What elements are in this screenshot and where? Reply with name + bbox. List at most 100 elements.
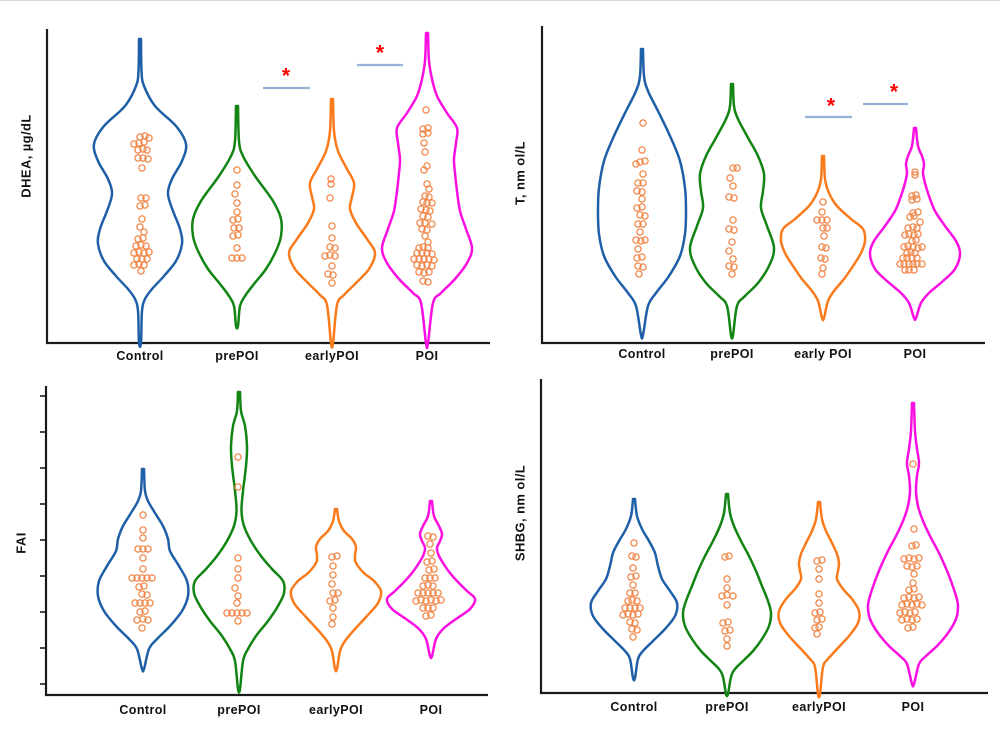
data-point [234, 565, 242, 573]
data-point [419, 212, 427, 220]
data-point [329, 604, 337, 612]
data-point [140, 138, 148, 146]
data-point [719, 619, 727, 627]
data-point [636, 211, 644, 219]
data-point [905, 266, 913, 274]
data-point [728, 270, 736, 278]
data-point [429, 582, 437, 590]
data-point [234, 453, 242, 461]
data-point [329, 613, 337, 621]
data-point [421, 148, 429, 156]
data-point [234, 554, 242, 562]
data-point [427, 549, 435, 557]
data-point [817, 254, 825, 262]
data-point [633, 187, 641, 195]
data-point [144, 616, 152, 624]
data-point [906, 609, 914, 617]
data-point [725, 225, 733, 233]
data-point [634, 220, 642, 228]
data-point [419, 604, 427, 612]
violin-outline-prepoi [688, 82, 776, 340]
data-point [723, 575, 731, 583]
data-point [137, 194, 145, 202]
data-point [904, 624, 912, 632]
data-point [138, 624, 146, 632]
data-point [419, 582, 427, 590]
data-point [424, 124, 432, 132]
data-point [723, 642, 731, 650]
data-point [321, 252, 329, 260]
data-point [139, 511, 147, 519]
data-point [628, 596, 636, 604]
data-point [909, 579, 917, 587]
data-point [639, 179, 647, 187]
data-point [905, 593, 913, 601]
data-point [905, 230, 913, 238]
data-point [913, 195, 921, 203]
data-point [419, 589, 427, 597]
data-point [903, 600, 911, 608]
data-point [425, 185, 433, 193]
data-point [634, 245, 642, 253]
data-point [639, 263, 647, 271]
data-point [733, 164, 741, 172]
data-point [624, 610, 632, 618]
data-point [639, 170, 647, 178]
data-point [146, 599, 154, 607]
data-point [143, 146, 151, 154]
data-point [641, 157, 649, 165]
data-point [432, 597, 440, 605]
violin-outline-control [589, 497, 679, 682]
data-point [632, 553, 640, 561]
data-point [903, 249, 911, 257]
data-point [328, 262, 336, 270]
data-point [139, 545, 147, 553]
data-point [136, 599, 144, 607]
data-point [624, 597, 632, 605]
data-point [901, 608, 909, 616]
data-point [231, 190, 239, 198]
data-point [811, 609, 819, 617]
data-point [144, 155, 152, 163]
data-point [138, 164, 146, 172]
data-point [233, 599, 241, 607]
data-point [725, 247, 733, 255]
data-point [327, 175, 335, 183]
data-point [819, 264, 827, 272]
data-point [329, 271, 337, 279]
data-point [142, 242, 150, 250]
data-point [431, 574, 439, 582]
violin-outline-earlypoi [287, 97, 377, 349]
data-point [813, 616, 821, 624]
data-point [145, 134, 153, 142]
data-point [903, 615, 911, 623]
data-point [911, 168, 919, 176]
data-point [815, 623, 823, 631]
data-point [135, 139, 143, 147]
data-point [901, 266, 909, 274]
data-point [238, 254, 246, 262]
data-point [728, 238, 736, 246]
data-point [139, 554, 147, 562]
violin-outline-poi [868, 126, 962, 322]
data-point [328, 234, 336, 242]
data-point [721, 553, 729, 561]
data-point [822, 244, 830, 252]
data-point [628, 625, 636, 633]
data-point [133, 616, 141, 624]
data-point [420, 139, 428, 147]
data-point [423, 199, 431, 207]
data-point [633, 254, 641, 262]
data-point [421, 232, 429, 240]
data-point [914, 208, 922, 216]
data-point [423, 261, 431, 269]
data-point [721, 627, 729, 635]
violin-outline-control [96, 467, 190, 673]
data-point [326, 251, 334, 259]
data-point [910, 525, 918, 533]
data-point [328, 222, 336, 230]
violin-outline-prepoi [192, 390, 286, 694]
data-point [419, 130, 427, 138]
